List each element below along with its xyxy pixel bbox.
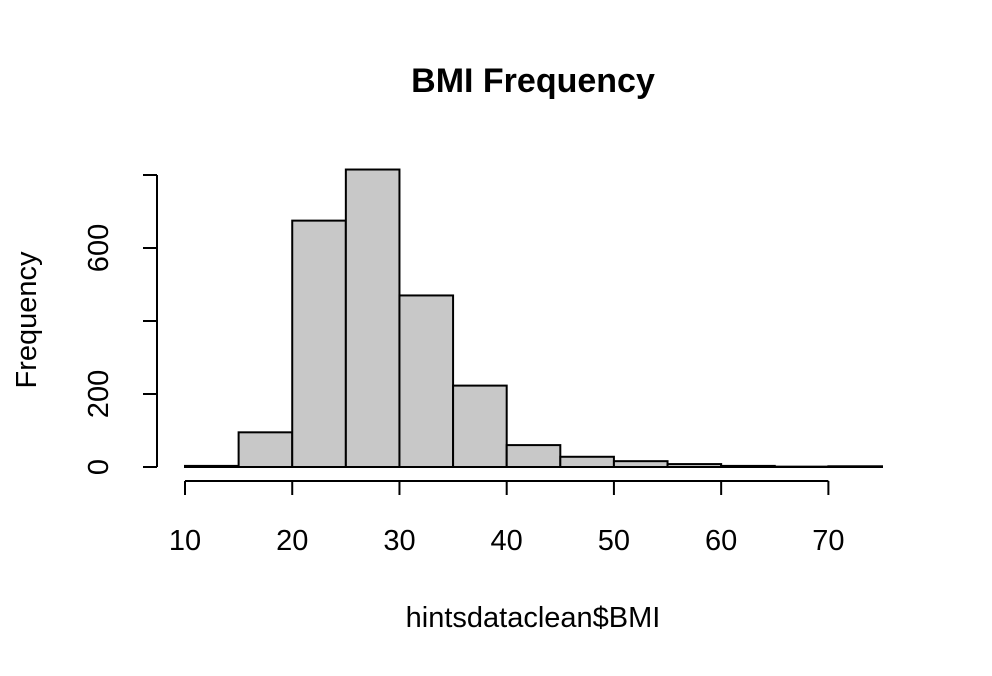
y-tick-label: 200 [83,370,115,418]
x-tick-label: 40 [491,525,523,557]
bars-group [184,168,884,469]
x-axis-label: hintsdataclean$BMI [406,602,661,634]
histogram-bar-1 [237,431,294,469]
x-tick-label: 10 [169,525,201,557]
y-axis: 0 200 600 [83,174,158,475]
histogram-bar-6 [505,444,562,469]
histogram-bar-12 [827,465,884,468]
y-tick-label: 600 [83,224,115,272]
x-tick-label: 60 [705,525,737,557]
x-tick-label: 50 [598,525,630,557]
histogram-bar-5 [452,384,508,469]
chart-title: BMI Frequency [411,62,655,100]
histogram-bar-4 [398,294,455,469]
x-tick-label: 20 [276,525,308,557]
x-axis: 10 20 30 40 50 60 70 [169,480,845,557]
histogram-bar-9 [666,463,723,468]
x-tick-label: 70 [812,525,844,557]
histogram-bar-8 [612,460,669,469]
x-tick-label: 30 [383,525,415,557]
histogram-bar-3 [344,168,401,468]
histogram-bar-0 [184,464,240,468]
histogram-bar-7 [559,455,615,468]
y-tick-label: 0 [83,459,115,475]
y-axis-label: Frequency [11,251,43,389]
histogram-bar-2 [291,219,347,468]
histogram-bar-10 [720,464,776,468]
